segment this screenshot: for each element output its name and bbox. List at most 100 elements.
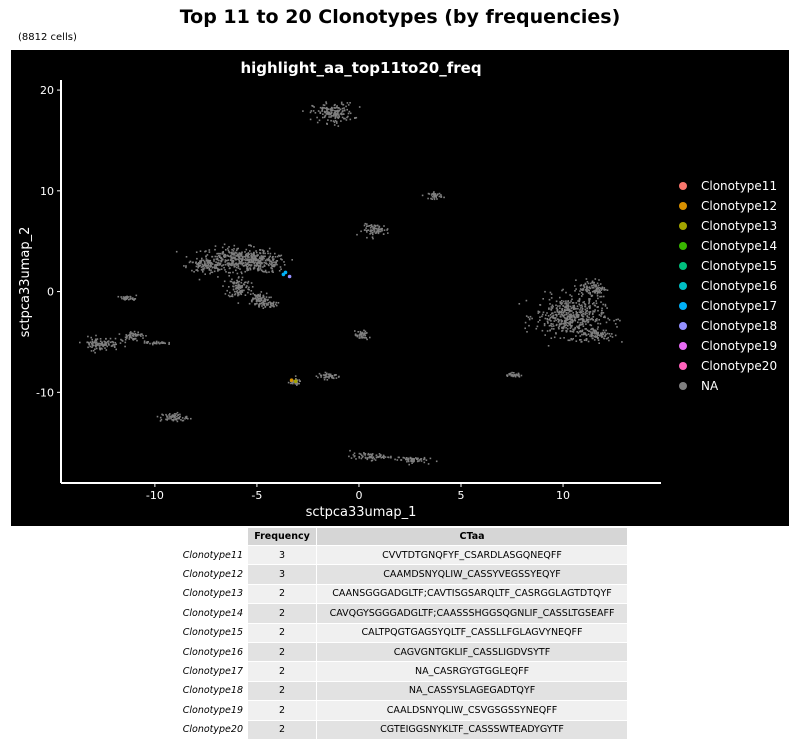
cell-point [330, 116, 332, 118]
cell-point [206, 267, 208, 269]
cell-point [268, 271, 270, 273]
legend-label: Clonotype20 [701, 359, 777, 373]
cell-point [524, 327, 526, 330]
cell-point [575, 279, 577, 281]
cell-point [205, 250, 207, 252]
y-axis-label: sctpca33umap_2 [18, 227, 33, 338]
cell-point [239, 268, 241, 270]
cell-point [268, 262, 271, 264]
cell-point [590, 335, 593, 338]
cell-point [348, 455, 350, 458]
cell-point [271, 267, 273, 270]
cell-point [325, 101, 327, 103]
cell-point [358, 452, 361, 455]
cell-point [332, 120, 335, 122]
cell-point [227, 294, 230, 297]
cell-point [168, 414, 170, 416]
cell-point [363, 452, 365, 454]
cell-point [568, 313, 571, 316]
cell-point [575, 313, 577, 316]
cell-point [252, 260, 255, 263]
cell-point [582, 325, 585, 327]
cell-point [170, 417, 172, 420]
cell-point [585, 318, 588, 320]
cell-point [355, 458, 357, 460]
cell-point [257, 266, 260, 269]
cell-point [588, 311, 590, 313]
cell-point [255, 250, 257, 252]
cell-point [580, 292, 583, 294]
cell-point [137, 331, 139, 334]
cell-point [267, 252, 269, 255]
cell-point [259, 260, 261, 263]
cell-point [235, 286, 238, 289]
cell-point [99, 348, 101, 350]
cell-point [326, 108, 329, 110]
cell-point [550, 293, 553, 295]
cell-point [586, 290, 588, 293]
cell-point [171, 414, 174, 416]
cell-point [337, 110, 340, 113]
cell-point [367, 225, 369, 227]
cell-point [234, 284, 237, 287]
cell-point [423, 461, 426, 464]
cell-point [335, 377, 338, 379]
cell-point [134, 333, 137, 335]
cell-point [372, 233, 374, 236]
row-ctaa: CAAMDSNYQLIW_CASSYVEGSSYEQYF [316, 564, 628, 585]
cell-point [323, 116, 326, 119]
cell-point [570, 319, 572, 321]
cell-point [578, 293, 580, 295]
cell-point [593, 285, 596, 287]
x-tick-label: 5 [458, 489, 465, 502]
cell-point [600, 334, 603, 337]
cell-point [247, 268, 249, 270]
cell-point [229, 259, 232, 261]
cell-point [371, 225, 374, 228]
cell-point [617, 318, 619, 321]
cell-point [257, 268, 259, 271]
cell-point [418, 460, 420, 462]
cell-point [231, 251, 233, 254]
cell-point [237, 247, 239, 250]
table-row: Clonotype20 2 CGTEIGGSNYKLTF_CASSSWTEADY… [172, 719, 628, 740]
cell-point [270, 260, 273, 263]
cell-point [375, 456, 378, 459]
cell-point [581, 306, 583, 308]
cell-point [575, 312, 578, 314]
cell-point [250, 282, 253, 284]
cell-point [360, 334, 362, 336]
cell-point [443, 196, 445, 199]
cell-point [124, 298, 127, 300]
cell-point [347, 104, 350, 106]
cell-point [209, 264, 212, 266]
legend-swatch [679, 242, 687, 250]
cell-point [166, 418, 169, 420]
cell-point [247, 257, 249, 259]
cell-point [238, 276, 240, 278]
cell-point [339, 113, 342, 115]
cell-point [276, 263, 278, 266]
cell-point [241, 256, 244, 259]
cell-point [562, 315, 565, 318]
cell-point [336, 116, 339, 118]
cell-point [560, 319, 562, 321]
cell-point [586, 281, 589, 283]
cell-point [247, 252, 250, 254]
cell-point [438, 195, 441, 198]
cell-point [219, 262, 222, 265]
cell-point [435, 460, 438, 463]
cell-point [244, 251, 246, 253]
table-row: Clonotype18 2 NA_CASSYSLAGEGADTQYF [172, 680, 628, 702]
cell-point [230, 258, 232, 260]
cell-point [237, 283, 240, 285]
cell-point [376, 224, 379, 227]
cell-cluster [254, 300, 280, 309]
cell-point [514, 375, 517, 378]
cell-point [559, 302, 562, 305]
cell-point [548, 319, 551, 321]
cell-point [600, 332, 602, 335]
cell-point [416, 458, 419, 461]
cell-point [571, 338, 573, 341]
cell-point [572, 302, 575, 304]
